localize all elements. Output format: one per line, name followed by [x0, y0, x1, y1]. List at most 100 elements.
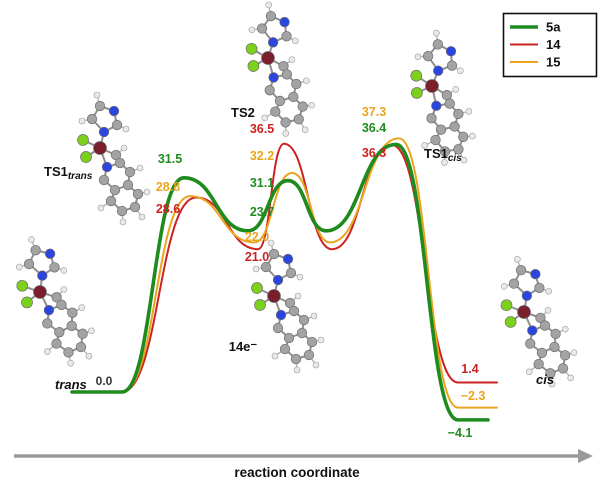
molecule-TS2: [245, 1, 316, 137]
nitrogen-atom: [433, 65, 444, 76]
nitrogen-atom: [268, 72, 279, 83]
energy-label-14-cis: 1.4: [461, 362, 478, 376]
legend-label-14: 14: [546, 37, 561, 52]
carbon-atom: [105, 195, 117, 207]
nitrogen-atom: [98, 126, 110, 138]
hydrogen-atom: [119, 218, 127, 226]
hydrogen-atom: [544, 307, 552, 314]
molecule-TS1trans: [77, 91, 151, 226]
chlorine-atom: [251, 282, 263, 294]
energy-label-5a-cis: −4.1: [448, 426, 473, 440]
hydrogen-atom: [469, 132, 476, 140]
hydrogen-atom: [120, 144, 128, 152]
energy-label-14-TS1trans: 28.6: [156, 202, 180, 216]
carbon-atom: [559, 350, 571, 361]
hydrogen-atom: [88, 327, 95, 335]
hydrogen-atom: [500, 283, 508, 290]
metal-atom: [93, 141, 107, 155]
nitrogen-atom: [527, 325, 538, 336]
legend-label-5a: 5a: [546, 20, 561, 35]
nitrogen-atom: [43, 305, 55, 316]
molecule-cis: [500, 256, 578, 388]
nitrogen-atom: [272, 274, 284, 286]
metal-atom: [267, 289, 281, 303]
carbon-atom: [449, 121, 460, 132]
carbon-atom: [264, 85, 275, 96]
carbon-atom: [508, 278, 520, 289]
carbon-atom: [446, 60, 458, 71]
axis-arrowhead-icon: [578, 449, 593, 463]
chlorine-atom: [80, 151, 92, 163]
hydrogen-atom: [465, 108, 473, 115]
carbon-atom: [303, 349, 315, 361]
chlorine-atom: [247, 60, 260, 72]
hydrogen-atom: [67, 359, 74, 367]
carbon-atom: [288, 91, 299, 103]
hydrogen-atom: [291, 37, 299, 45]
chlorine-atom: [411, 87, 423, 99]
carbon-atom: [290, 353, 302, 365]
hydrogen-atom: [85, 352, 93, 360]
carbon-atom: [458, 131, 469, 142]
hydrogen-atom: [421, 142, 428, 149]
energy-label-15-TS1trans: 28.8: [156, 180, 180, 194]
carbon-atom: [550, 328, 561, 339]
carbon-atom: [432, 39, 443, 50]
hydrogen-atom: [282, 130, 290, 137]
molecule-structures: [15, 1, 578, 388]
hydrogen-atom: [78, 117, 86, 125]
carbon-atom: [124, 166, 136, 178]
carbon-atom: [453, 108, 464, 120]
hydrogen-atom: [303, 77, 310, 85]
energy-label-5a-intermediate: 23.7: [250, 205, 274, 219]
legend: 5a 14 15: [502, 12, 598, 78]
chlorine-atom: [16, 279, 29, 292]
carbon-atom: [515, 264, 527, 276]
hydrogen-atom: [60, 286, 68, 293]
nitrogen-atom: [101, 161, 113, 173]
label-14e-intermediate: 14e⁻: [229, 339, 258, 354]
energy-value-labels: 31.5 28.8 28.6 36.5 32.2 31.1 23.7 22.0 21.0 37.3…: [156, 105, 486, 440]
carbon-atom: [114, 157, 126, 169]
energy-label-14-intermediate: 21.0: [245, 250, 269, 264]
hydrogen-atom: [452, 86, 460, 93]
carbon-atom: [288, 305, 300, 317]
hydrogen-atom: [267, 239, 275, 247]
carbon-atom: [51, 338, 62, 349]
nitrogen-atom: [44, 248, 56, 259]
energy-label-15-intermediate: 22.0: [245, 230, 269, 244]
energy-curve-5a: [70, 142, 490, 422]
hydrogen-atom: [265, 1, 273, 9]
hydrogen-atom: [312, 361, 320, 369]
label-ts2: TS2: [231, 105, 255, 120]
x-axis-arrow: [14, 449, 593, 463]
carbon-atom: [116, 205, 128, 217]
carbon-atom: [533, 358, 544, 370]
carbon-atom: [49, 262, 60, 273]
energy-curve-15: [71, 137, 498, 409]
carbon-atom: [279, 343, 291, 355]
carbon-atom: [132, 188, 144, 200]
nitrogen-atom: [521, 290, 533, 301]
carbon-atom: [280, 117, 291, 128]
hydrogen-atom: [457, 67, 464, 75]
legend-item-14: 14: [510, 37, 561, 52]
carbon-atom: [23, 258, 35, 270]
carbon-atom: [265, 10, 277, 22]
carbon-atom: [75, 341, 87, 353]
legend-rows: 5a 14 15: [510, 20, 561, 70]
carbon-atom: [54, 327, 65, 338]
carbon-atom: [268, 248, 280, 260]
nitrogen-atom: [37, 270, 48, 281]
legend-item-15: 15: [510, 55, 560, 70]
hydrogen-atom: [15, 263, 23, 271]
carbon-atom: [109, 184, 121, 196]
energy-label-15-TS2: 32.2: [250, 149, 274, 163]
label-trans: trans: [55, 377, 87, 392]
legend-item-5a: 5a: [510, 20, 561, 35]
carbon-atom: [444, 98, 455, 109]
hydrogen-atom: [138, 213, 146, 221]
hydrogen-atom: [548, 380, 556, 388]
carbon-atom: [435, 124, 447, 135]
